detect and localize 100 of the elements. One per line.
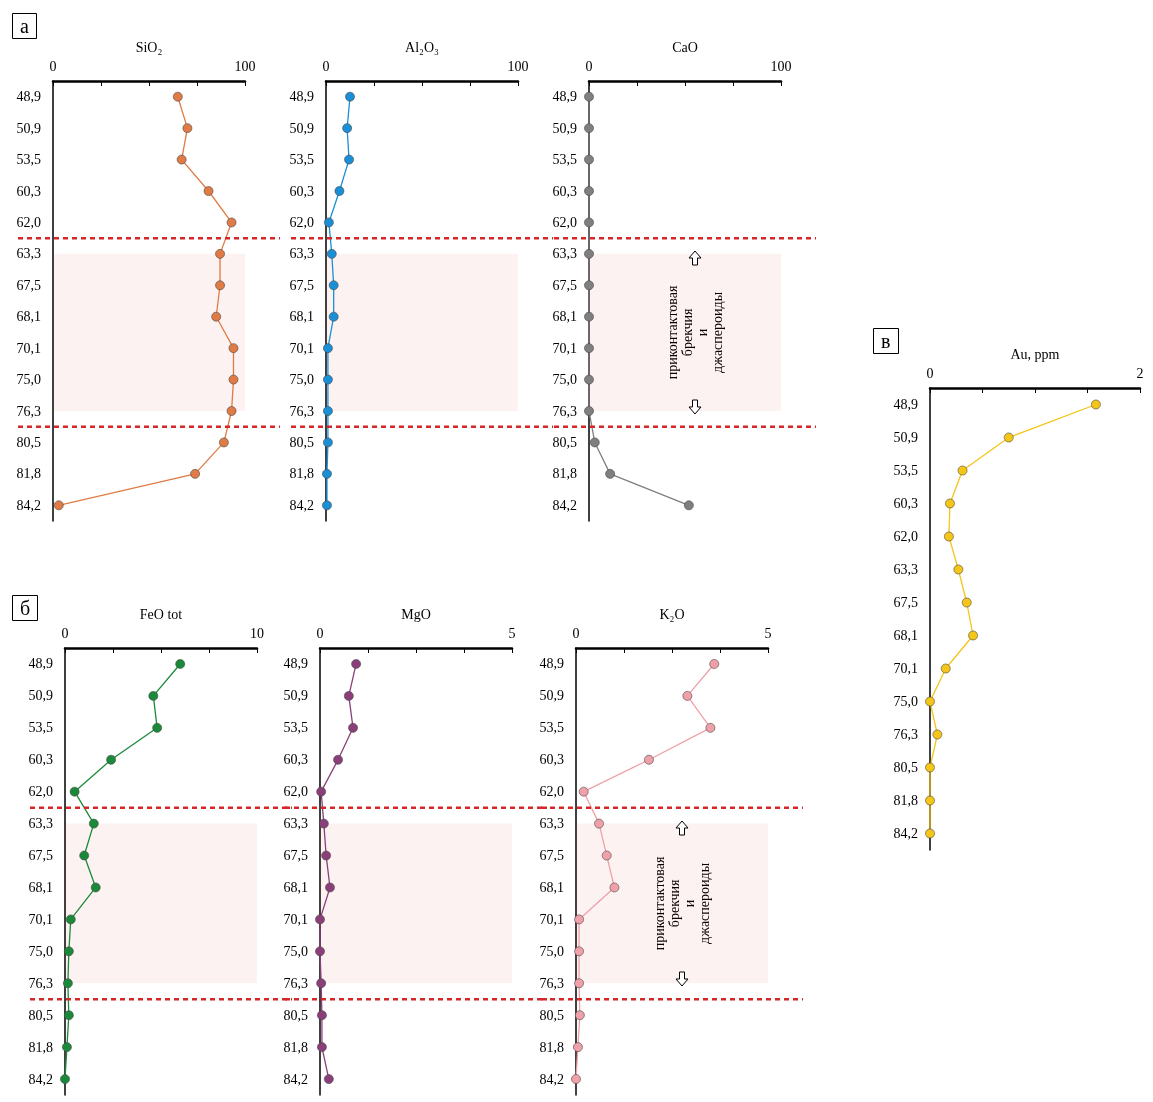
y-tick-label: 63,3 — [289, 246, 314, 262]
y-tick-label: 75,0 — [16, 372, 41, 388]
point — [573, 1042, 583, 1052]
point — [60, 1074, 70, 1084]
x-tick-label: 10 — [250, 625, 264, 641]
y-tick-label: 62,0 — [539, 784, 564, 800]
x-tick-label: 5 — [508, 625, 516, 641]
point — [215, 280, 225, 291]
y-tick-label: 67,5 — [539, 848, 564, 864]
point — [345, 91, 355, 102]
point — [594, 818, 604, 829]
point — [574, 914, 584, 925]
point — [106, 754, 116, 765]
y-tick-label: 81,8 — [283, 1039, 308, 1055]
x-tick-label: 0 — [585, 58, 593, 74]
x-tick-label: 100 — [770, 58, 792, 74]
x-tick-label: 100 — [234, 58, 256, 74]
point — [322, 500, 332, 511]
y-tick-label: 76,3 — [28, 975, 53, 991]
y-tick-label: 60,3 — [283, 752, 308, 768]
y-tick-label: 70,1 — [539, 911, 564, 927]
y-tick-label: 68,1 — [283, 879, 308, 895]
y-tick-label: 50,9 — [283, 688, 308, 704]
y-tick-label: 75,0 — [539, 943, 564, 959]
band-label: приконтактовая брекчия и джаспероиды — [651, 856, 712, 951]
y-tick-label: 60,3 — [552, 183, 577, 199]
point — [317, 1010, 327, 1020]
point — [64, 946, 74, 957]
y-tick-label: 76,3 — [16, 403, 41, 419]
y-tick-label: 48,9 — [283, 656, 308, 672]
y-tick-label: 68,1 — [16, 309, 41, 325]
point — [315, 946, 325, 957]
point — [333, 754, 343, 765]
y-tick-label: 84,2 — [16, 497, 41, 513]
point — [317, 1042, 327, 1052]
point — [321, 850, 331, 861]
y-tick-label: 62,0 — [283, 784, 308, 800]
y-tick-label: 84,2 — [893, 826, 918, 841]
y-tick-label: 62,0 — [289, 214, 314, 230]
y-tick-label: 81,8 — [16, 466, 41, 482]
y-tick-label: 70,1 — [552, 340, 577, 356]
point — [957, 465, 968, 476]
point — [89, 818, 99, 829]
point — [351, 659, 361, 669]
point — [323, 406, 333, 416]
point — [584, 374, 594, 385]
y-tick-label: 67,5 — [283, 848, 308, 864]
y-tick-label: 81,8 — [28, 1039, 53, 1055]
y-tick-label: 70,1 — [16, 340, 41, 356]
point — [584, 249, 594, 259]
point — [578, 786, 589, 797]
x-tick-label: 100 — [507, 58, 529, 74]
point — [62, 1042, 72, 1052]
y-tick-label: 53,5 — [289, 152, 314, 168]
point — [53, 500, 64, 511]
x-tick-label: 0 — [316, 625, 324, 641]
point — [316, 786, 326, 797]
point — [228, 343, 239, 353]
point — [953, 564, 964, 575]
y-tick-label: 80,5 — [16, 434, 41, 450]
point — [348, 723, 358, 733]
x-tick-label: 0 — [61, 625, 69, 641]
y-tick-label: 68,1 — [28, 879, 53, 895]
point — [176, 154, 187, 165]
y-tick-label: 53,5 — [552, 152, 577, 168]
point — [584, 186, 594, 196]
point — [601, 850, 612, 861]
y-tick-label: 75,0 — [283, 943, 308, 959]
point — [219, 437, 229, 448]
y-tick-label: 48,9 — [28, 656, 53, 672]
point — [584, 217, 594, 228]
point — [319, 818, 329, 829]
point — [148, 691, 159, 701]
point — [584, 311, 594, 322]
point — [326, 249, 337, 259]
y-tick-label: 68,1 — [289, 309, 314, 325]
y-tick-label: 60,3 — [539, 752, 564, 768]
y-tick-label: 80,5 — [539, 1007, 564, 1023]
y-tick-label: 75,0 — [552, 372, 577, 388]
y-tick-label: 84,2 — [289, 497, 314, 513]
y-tick-label: 76,3 — [539, 975, 564, 991]
point — [226, 217, 237, 228]
y-tick-label: 75,0 — [893, 694, 918, 709]
point — [324, 1074, 334, 1084]
point — [609, 882, 620, 893]
point — [152, 723, 162, 733]
point — [709, 659, 720, 669]
band-label: приконтактовая брекчия и джаспероиды — [664, 285, 725, 380]
y-tick-label: 48,9 — [552, 89, 577, 105]
chart-title: б — [20, 597, 31, 619]
point — [228, 374, 239, 385]
y-tick-label: 62,0 — [552, 214, 577, 230]
point — [584, 91, 594, 102]
y-tick-label: 50,9 — [28, 688, 53, 704]
x-axis-title: FeO tot — [139, 606, 183, 622]
y-tick-label: 60,3 — [289, 183, 314, 199]
y-tick-label: 53,5 — [16, 152, 41, 168]
y-tick-label: 50,9 — [539, 688, 564, 704]
point — [215, 249, 225, 259]
y-tick-label: 84,2 — [28, 1071, 53, 1087]
